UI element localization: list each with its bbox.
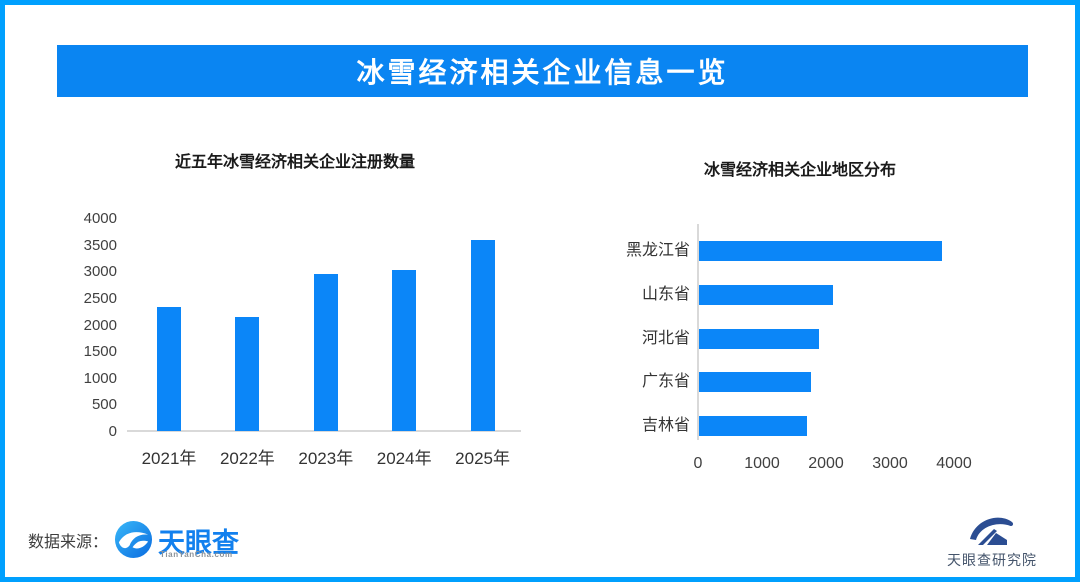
bar-2024年	[392, 269, 417, 431]
bar-吉林省	[699, 416, 807, 437]
x-axis-tick-label: 1000	[744, 455, 780, 472]
tianyancha-logo-icon	[114, 520, 153, 559]
region-category-label: 山东省	[641, 285, 690, 303]
x-axis-tick-label: 4000	[936, 455, 972, 472]
x-axis-category-label: 2024年	[376, 449, 432, 468]
bar-河北省	[699, 328, 819, 349]
data-source-label: 数据来源：	[28, 534, 109, 551]
x-axis-category-label: 2022年	[219, 449, 275, 468]
y-axis-tick-label: 1500	[83, 343, 117, 361]
bar-2025年	[470, 240, 495, 431]
bar-2021年	[157, 307, 181, 431]
y-axis-tick-label: 500	[91, 396, 117, 414]
bar-2023年	[313, 273, 338, 431]
y-axis-tick-label: 2500	[83, 289, 117, 307]
page-title: 冰雪经济相关企业信息一览	[356, 57, 729, 88]
banner: 冰雪经济相关企业信息一览	[57, 45, 1028, 97]
bar-2022年	[235, 317, 260, 431]
x-axis-category-label: 2021年	[141, 449, 197, 468]
left-chart-title: 近五年冰雪经济相关企业注册数量	[174, 154, 415, 171]
research-institute-label: 天眼查研究院	[947, 552, 1037, 568]
bar-广东省	[699, 372, 811, 393]
region-category-label: 广东省	[641, 373, 690, 391]
x-axis-tick-label: 2000	[808, 455, 844, 472]
x-axis-line	[127, 430, 521, 432]
y-axis-tick-label: 0	[108, 423, 117, 440]
bar-山东省	[699, 284, 834, 305]
y-axis-tick-label: 4000	[83, 210, 117, 227]
y-axis-tick-label: 2000	[83, 316, 117, 334]
region-category-label: 河北省	[641, 329, 690, 347]
y-axis-tick-label: 3500	[83, 236, 117, 254]
region-category-label: 吉林省	[641, 417, 690, 435]
right-chart-title: 冰雪经济相关企业地区分布	[703, 162, 896, 179]
x-axis-category-label: 2023年	[298, 449, 354, 468]
tianyancha-url-text: TianYanCha.com	[160, 550, 233, 559]
research-institute-logo-icon	[967, 513, 1015, 549]
x-axis-tick-label: 0	[693, 455, 703, 472]
x-axis-category-label: 2025年	[455, 449, 510, 468]
y-axis-line	[697, 224, 699, 440]
tianyancha-wordmark: 天眼查	[158, 528, 239, 558]
region-category-label: 黑龙江省	[625, 242, 690, 259]
y-axis-tick-label: 3000	[83, 263, 117, 281]
y-axis-tick-label: 1000	[83, 369, 117, 387]
bar-黑龙江省	[699, 241, 943, 261]
x-axis-tick-label: 3000	[872, 455, 908, 472]
